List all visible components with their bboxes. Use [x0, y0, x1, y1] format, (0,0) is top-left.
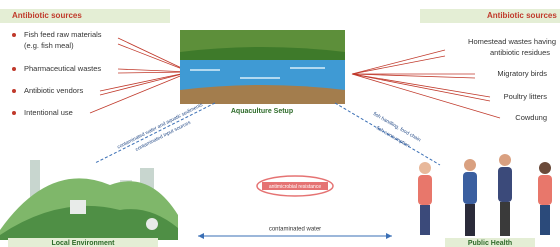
item: Intentional use: [24, 108, 73, 117]
bullet: [12, 67, 16, 71]
arrow: [95, 103, 215, 163]
item: antibiotic residues: [490, 48, 550, 57]
center-title: Aquaculture Setup: [231, 108, 293, 115]
flow-label: contaminated water: [269, 227, 321, 233]
left-lines: [90, 38, 190, 113]
item: Fish feed raw materials: [24, 30, 102, 39]
right-lines: [352, 50, 500, 118]
right-list: Homestead wastes having antibiotic resid…: [468, 37, 556, 122]
bullet: [12, 33, 16, 37]
item: Antibiotic vendors: [24, 86, 83, 95]
bullet: [12, 111, 16, 115]
item: Cowdung: [515, 113, 547, 122]
item: (e.g. fish meal): [24, 41, 74, 50]
item: Pharmaceutical wastes: [24, 64, 101, 73]
right-title: Antibiotic sources: [487, 11, 557, 20]
item: Poultry litters: [504, 92, 548, 101]
flow-label: contaminated water and aquatic sediments: [116, 102, 204, 151]
bottom-label: Public Health: [468, 240, 512, 247]
bullet: [12, 89, 16, 93]
diagram: Antibiotic sources Antibiotic sources Fi…: [0, 0, 560, 247]
left-list: Fish feed raw materials (e.g. fish meal)…: [12, 30, 102, 117]
item: Homestead wastes having: [468, 37, 556, 46]
badge-text: antimicrobial resistance: [269, 184, 321, 190]
left-title: Antibiotic sources: [12, 11, 82, 20]
pond-illustration: [180, 30, 345, 104]
item: Migratory birds: [497, 69, 547, 78]
people-illustration: [418, 154, 552, 236]
bottom-label: Local Environment: [51, 240, 115, 247]
city-illustration: [0, 160, 178, 240]
